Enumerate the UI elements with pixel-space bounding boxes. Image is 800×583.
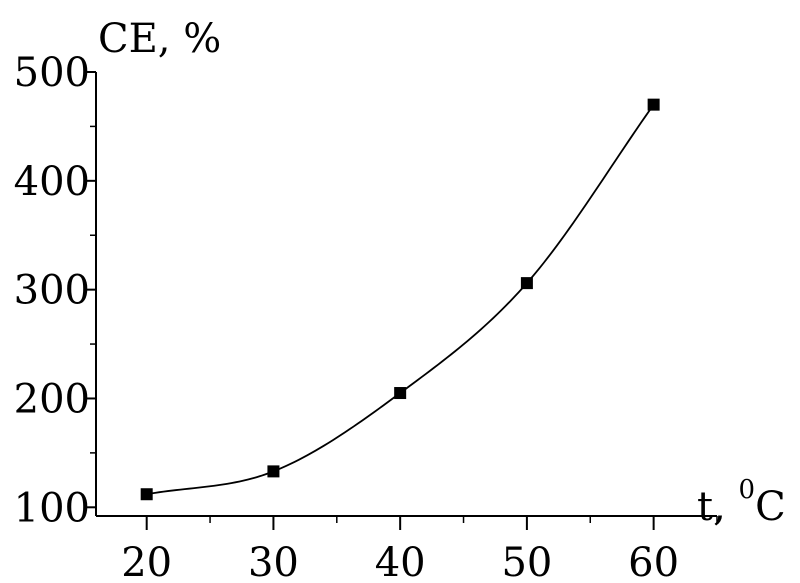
x-tick-label: 30: [248, 540, 299, 583]
x-axis-title-superscript: 0: [739, 475, 756, 505]
fit-curve: [146, 104, 655, 496]
ticks: [84, 71, 718, 530]
x-tick-label: 20: [121, 540, 172, 583]
data-point-marker: [267, 465, 280, 478]
y-tick-label: 300: [14, 268, 90, 314]
tick-labels: 20 30 40 50 60 100 200 300 400 500: [14, 50, 679, 583]
x-tick-label: 60: [628, 540, 679, 583]
axes: [95, 72, 717, 517]
y-tick-label: 500: [14, 50, 90, 96]
y-tick-label: 200: [14, 376, 90, 422]
x-tick-label: 40: [375, 540, 426, 583]
y-tick-label: 100: [14, 485, 90, 531]
data-point-marker: [520, 277, 533, 290]
data-point-marker: [647, 98, 660, 111]
x-axis-title-text: t,: [697, 484, 739, 530]
y-tick-label: 400: [14, 159, 90, 205]
data-markers: [140, 98, 660, 501]
x-axis-title: t, 0C: [697, 475, 786, 530]
y-axis-title: CE, %: [98, 16, 221, 62]
data-point-marker: [140, 488, 153, 501]
x-axis-title-unit: C: [755, 484, 786, 530]
x-tick-label: 50: [501, 540, 552, 583]
data-point-marker: [394, 387, 407, 400]
